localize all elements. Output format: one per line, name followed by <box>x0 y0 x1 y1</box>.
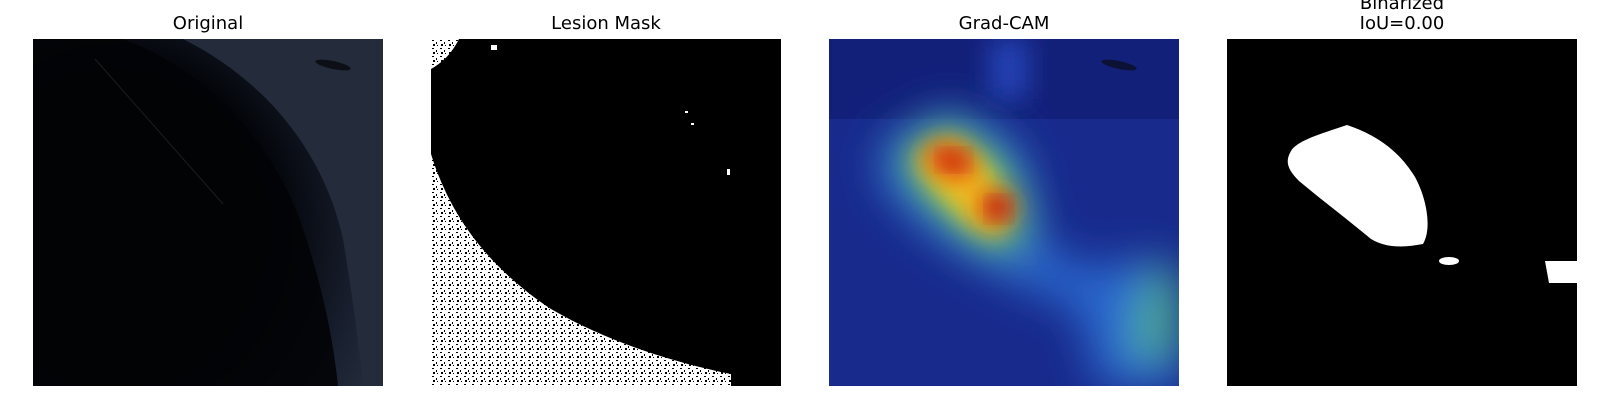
panel-title-original: Original <box>172 13 244 34</box>
panel-title-lesion-mask: Lesion Mask <box>551 13 661 34</box>
original-image <box>33 39 383 386</box>
binarized-image <box>1227 39 1577 386</box>
lesion-mask-image <box>431 39 781 386</box>
panel-title-iou: IoU=0.00 <box>1359 13 1445 34</box>
panel-binarized: Binarized IoU=0.00 <box>1227 0 1577 400</box>
grad-cam-image <box>829 39 1179 386</box>
panel-title-grad-cam: Grad-CAM <box>958 13 1050 34</box>
panel-grad-cam: Grad-CAM <box>829 0 1179 400</box>
panel-title-binarized: Binarized <box>1359 0 1445 14</box>
panel-lesion-mask: Lesion Mask <box>431 0 781 400</box>
panel-original: Original <box>33 0 383 400</box>
